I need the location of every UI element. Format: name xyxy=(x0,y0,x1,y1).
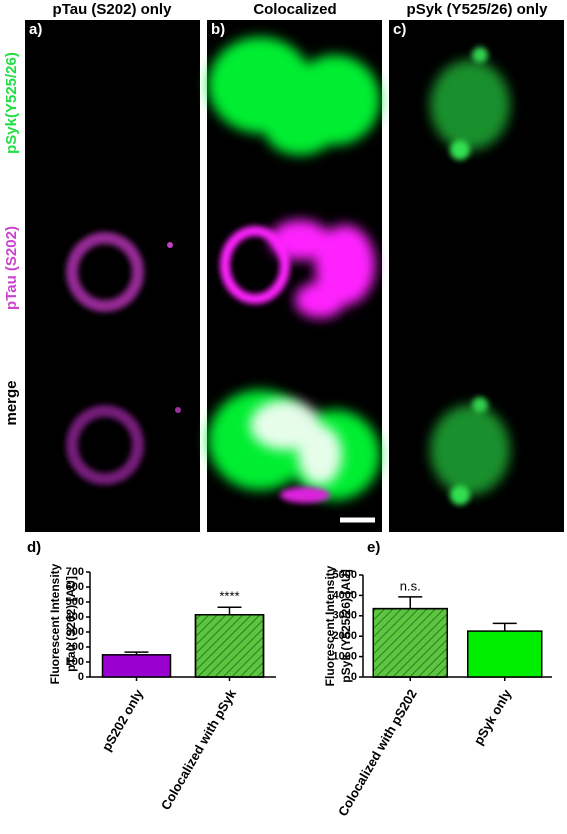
panel-label: c) xyxy=(393,21,406,38)
y-tick-label: 5000 xyxy=(333,569,357,581)
y-tick-label: 500 xyxy=(66,596,84,608)
panel-label: b) xyxy=(211,21,225,38)
micrograph-column xyxy=(207,20,382,532)
y-tick-label: 300 xyxy=(66,626,84,638)
y-tick-label: 700 xyxy=(66,566,84,578)
panel-label: a) xyxy=(29,21,42,38)
y-tick-label: 100 xyxy=(66,656,84,668)
x-tick-label: Colocalized with pS202 xyxy=(335,687,420,819)
column-header: pTau (S202) only xyxy=(53,1,173,18)
y-tick-label: 200 xyxy=(66,641,84,653)
y-tick-label: 2000 xyxy=(333,630,357,642)
y-tick-label: 4000 xyxy=(333,589,357,601)
micrograph-column xyxy=(389,20,564,532)
y-axis-label: pSyk (Y525/26) [AU] xyxy=(339,569,353,682)
x-tick-label: Colocalized with pSyk xyxy=(158,686,240,812)
y-tick-label: 400 xyxy=(66,611,84,623)
x-tick-label: pSyk only xyxy=(471,686,515,747)
panel-label: d) xyxy=(27,539,41,556)
y-axis-label: pTau (S202) [AU] xyxy=(64,576,78,672)
y-axis-label: Fluorescent Intensity xyxy=(323,565,337,686)
bar-hatch xyxy=(372,607,448,678)
row-label: pSyk(Y525/26) xyxy=(3,52,20,154)
y-tick-label: 1000 xyxy=(333,651,357,663)
y-tick-label: 0 xyxy=(78,671,84,683)
column-header: Colocalized xyxy=(253,1,336,18)
panel-label: e) xyxy=(367,539,380,556)
y-axis-label: Fluorescent Intensity xyxy=(48,563,62,684)
annotation: n.s. xyxy=(400,578,421,593)
x-tick-label: pS202 only xyxy=(99,686,147,754)
y-tick-label: 3000 xyxy=(333,610,357,622)
bar xyxy=(467,630,543,678)
y-tick-label: 0 xyxy=(351,671,357,683)
row-label: pTau (S202) xyxy=(3,226,20,310)
micrograph-column xyxy=(25,20,200,532)
row-label: merge xyxy=(3,380,20,425)
column-header: pSyk (Y525/26) only xyxy=(407,1,549,18)
annotation: **** xyxy=(219,589,239,604)
y-tick-label: 600 xyxy=(66,581,84,593)
bar xyxy=(101,654,172,678)
bar-hatch xyxy=(194,614,265,678)
